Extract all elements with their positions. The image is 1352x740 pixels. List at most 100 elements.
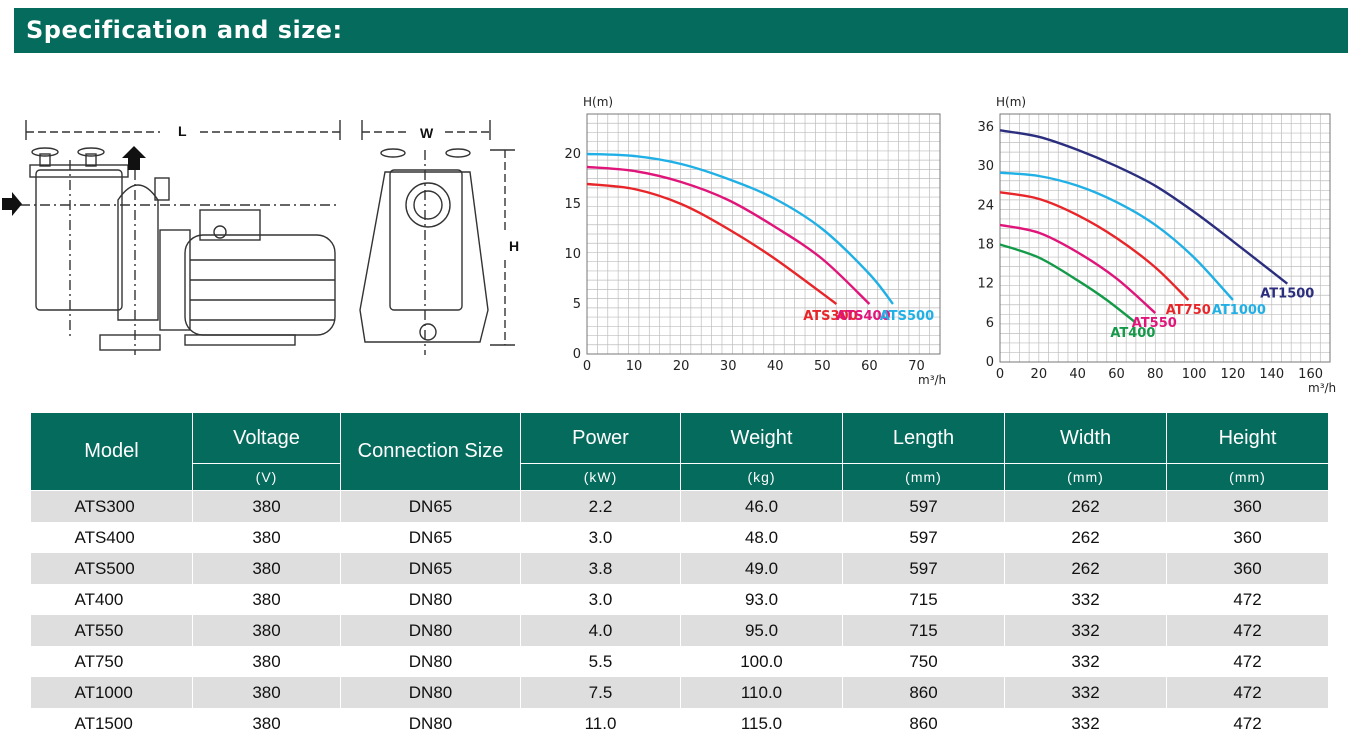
table-cell: AT1500 [30, 708, 193, 739]
x-tick-label: 160 [1298, 367, 1323, 382]
series-label-at1000: AT1000 [1212, 303, 1266, 318]
table-cell: 332 [1004, 615, 1167, 646]
section-banner: Specification and size: [14, 8, 1348, 53]
table-cell: 262 [1004, 490, 1167, 522]
table-cell: 3.8 [520, 553, 681, 584]
unit-weight: (kg) [680, 463, 843, 491]
table-cell: 860 [842, 708, 1005, 739]
table-row: AT1500 380 DN80 11.0 115.0 860 332 472 [30, 708, 1329, 739]
table-cell: DN80 [340, 708, 521, 739]
x-tick-label: 120 [1221, 367, 1246, 382]
table-cell: 597 [842, 522, 1005, 553]
unit-height: (mm) [1166, 463, 1329, 491]
table-cell: 380 [192, 584, 341, 615]
x-tick-label: 70 [908, 359, 925, 374]
table-cell: 11.0 [520, 708, 681, 739]
table-cell: DN80 [340, 677, 521, 708]
table-cell: AT550 [30, 615, 193, 646]
table-row: AT750 380 DN80 5.5 100.0 750 332 472 [30, 646, 1329, 677]
table-cell: DN65 [340, 553, 521, 584]
performance-chart-ats: H(m)m³/h0 10 20 30 40 50 60 7005101520ATS300ATS… [564, 95, 946, 387]
table-cell: 262 [1004, 553, 1167, 584]
table-cell: 715 [842, 615, 1005, 646]
y-tick-label: 18 [977, 238, 994, 253]
table-row: AT550 380 DN80 4.0 95.0 715 332 472 [30, 615, 1329, 646]
table-cell: 3.0 [520, 584, 681, 615]
x-tick-label: 140 [1259, 367, 1284, 382]
table-cell: 380 [192, 490, 341, 522]
y-axis-label: H(m) [583, 95, 613, 109]
table-cell: 110.0 [680, 677, 843, 708]
series-label-at400: AT400 [1110, 326, 1155, 341]
table-cell: 472 [1166, 615, 1329, 646]
series-label-ats500: ATS500 [880, 309, 934, 324]
series-line-at750 [999, 191, 1190, 301]
x-tick-label: 0 [583, 359, 591, 374]
table-cell: 715 [842, 584, 1005, 615]
table-cell: 48.0 [680, 522, 843, 553]
table-cell: DN80 [340, 646, 521, 677]
unit-length: (mm) [842, 463, 1005, 491]
table-cell: 332 [1004, 708, 1167, 739]
table-cell: 360 [1166, 490, 1329, 522]
table-cell: 49.0 [680, 553, 843, 584]
plot-frame [999, 113, 1331, 363]
table-cell: 332 [1004, 646, 1167, 677]
series-label-ats300: ATS300 [803, 309, 857, 324]
y-tick-label: 12 [977, 277, 994, 292]
table-row: ATS300 380 DN65 2.2 46.0 597 262 360 [30, 490, 1329, 522]
table-cell: DN80 [340, 615, 521, 646]
table-cell: 380 [192, 646, 341, 677]
header-length: Length [842, 412, 1005, 464]
series-label-ats400: ATS400 [836, 309, 890, 324]
table-cell: 380 [192, 522, 341, 553]
performance-chart-at: H(m) m³/h 0 20 40 60 80 100 120 140 160 0 6 12 18 24 30 3… [977, 95, 1336, 395]
x-tick-label: 60 [861, 359, 878, 374]
x-axis-label: m³/h [918, 373, 946, 387]
table-cell: 472 [1166, 646, 1329, 677]
table-cell: ATS400 [30, 522, 193, 553]
y-tick-label: 30 [977, 159, 994, 174]
table-cell: DN80 [340, 584, 521, 615]
series-line-at1500 [999, 129, 1289, 285]
y-tick-label: 0 [573, 347, 581, 362]
table-cell: 380 [192, 553, 341, 584]
table-cell: 597 [842, 553, 1005, 584]
table-cell: 115.0 [680, 708, 843, 739]
header-weight: Weight [680, 412, 843, 464]
x-tick-label: 20 [673, 359, 690, 374]
table-cell: 472 [1166, 584, 1329, 615]
table-cell: ATS500 [30, 553, 193, 584]
width-label: W [420, 125, 434, 141]
table-row: ATS500 380 DN65 3.8 49.0 597 262 360 [30, 553, 1329, 584]
table-cell: 93.0 [680, 584, 843, 615]
table-cell: 46.0 [680, 490, 843, 522]
table-cell: 472 [1166, 708, 1329, 739]
header-width: Width [1004, 412, 1167, 464]
table-cell: 2.2 [520, 490, 681, 522]
header-model: Model [30, 412, 193, 491]
table-row: AT1000 380 DN80 7.5 110.0 860 332 472 [30, 677, 1329, 708]
table-cell: 95.0 [680, 615, 843, 646]
y-tick-label: 24 [977, 198, 994, 213]
y-tick-label: 15 [564, 197, 581, 212]
x-axis-label: m³/h [1308, 381, 1336, 395]
series-line-at1000 [999, 171, 1234, 301]
table-cell: 380 [192, 677, 341, 708]
series-line-ats400 [586, 165, 871, 305]
table-row: AT400 380 DN80 3.0 93.0 715 332 472 [30, 584, 1329, 615]
y-tick-label: 20 [564, 147, 581, 162]
table-cell: AT1000 [30, 677, 193, 708]
table-cell: 380 [192, 708, 341, 739]
unit-voltage: (V) [192, 463, 341, 491]
unit-power: (kW) [520, 463, 681, 491]
table-cell: 100.0 [680, 646, 843, 677]
x-tick-label: 80 [1147, 367, 1164, 382]
y-tick-label: 36 [977, 120, 994, 135]
x-tick-label: 50 [814, 359, 831, 374]
series-label-at1500: AT1500 [1260, 287, 1314, 302]
table-cell: 750 [842, 646, 1005, 677]
x-tick-label: 10 [626, 359, 643, 374]
series-label-at550: AT550 [1132, 316, 1177, 331]
x-tick-label: 0 [996, 367, 1004, 382]
